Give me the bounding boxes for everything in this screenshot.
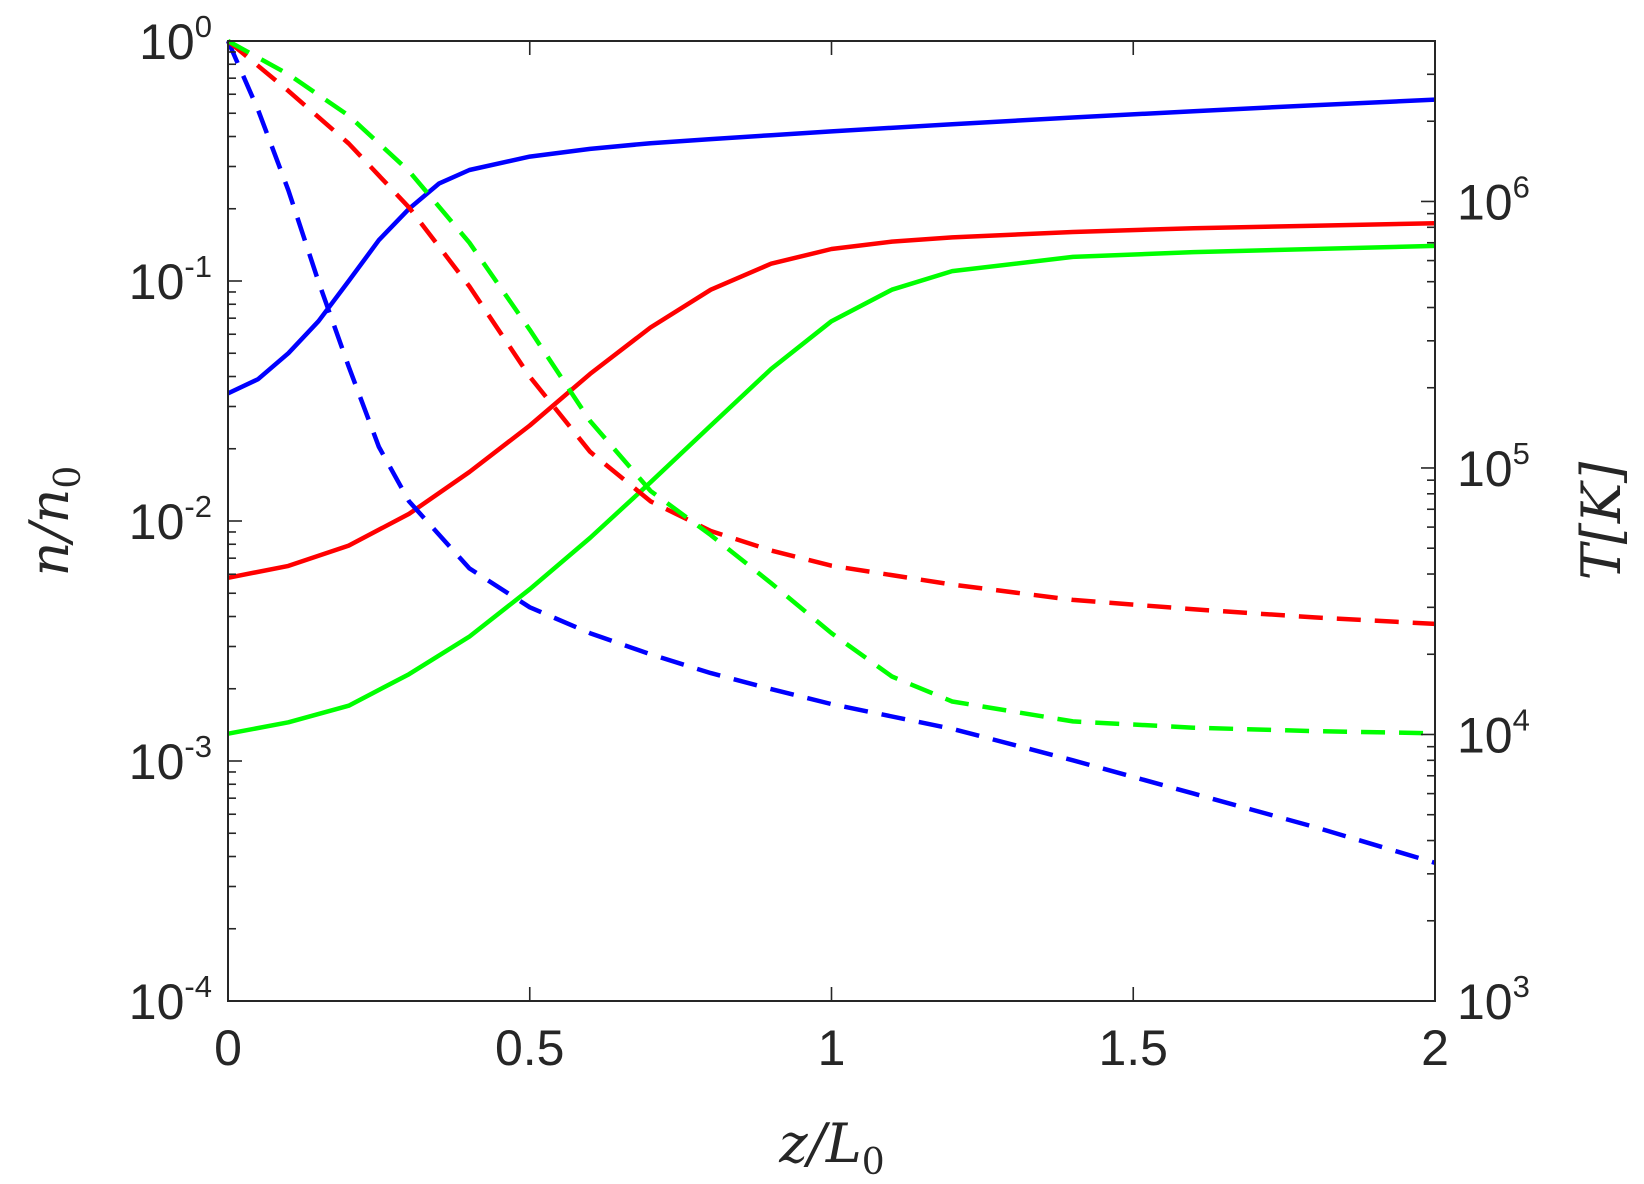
x-tick-label: 1 <box>818 1020 846 1076</box>
labels-layer: z/L0 n/n0 T[K] <box>18 461 1633 1183</box>
x-tick-label: 2 <box>1421 1020 1449 1076</box>
y2-tick-label: 103 <box>1457 969 1530 1030</box>
series-layer <box>225 39 1436 865</box>
x-tick-label: 0 <box>214 1020 242 1076</box>
x-tick-label: 1.5 <box>1098 1020 1168 1076</box>
plot-frame <box>227 40 1436 1002</box>
y-tick-label: 10-4 <box>129 969 212 1030</box>
red-solid-series-line <box>227 221 1436 581</box>
green-solid-series-line <box>227 243 1436 736</box>
y-tick-label: 100 <box>139 9 212 70</box>
y-tick-label: 10-1 <box>129 249 212 310</box>
blue-dashed-series-line <box>225 40 1436 865</box>
y2-tick-label: 104 <box>1457 702 1530 763</box>
y2-axis-label: T[K] <box>1570 461 1633 580</box>
green-dashed-series-line <box>226 39 1436 736</box>
ticks-layer: 0 0.5 1 1.5 2 100 10-1 10-2 10-3 10-4 103 104 105 106 <box>129 9 1530 1076</box>
x-tick-label: 0.5 <box>495 1020 565 1076</box>
x-axis-label: z/L0 <box>778 1112 884 1183</box>
red-dashed-series-line <box>226 39 1436 627</box>
y-tick-label: 10-2 <box>129 489 212 550</box>
y-axis-label: n/n0 <box>18 466 89 577</box>
blue-solid-series-line <box>227 97 1436 396</box>
y2-tick-label: 105 <box>1457 436 1530 497</box>
y-tick-label: 10-3 <box>129 729 212 790</box>
axes-layer <box>227 40 1436 1002</box>
y2-tick-label: 106 <box>1457 169 1530 230</box>
